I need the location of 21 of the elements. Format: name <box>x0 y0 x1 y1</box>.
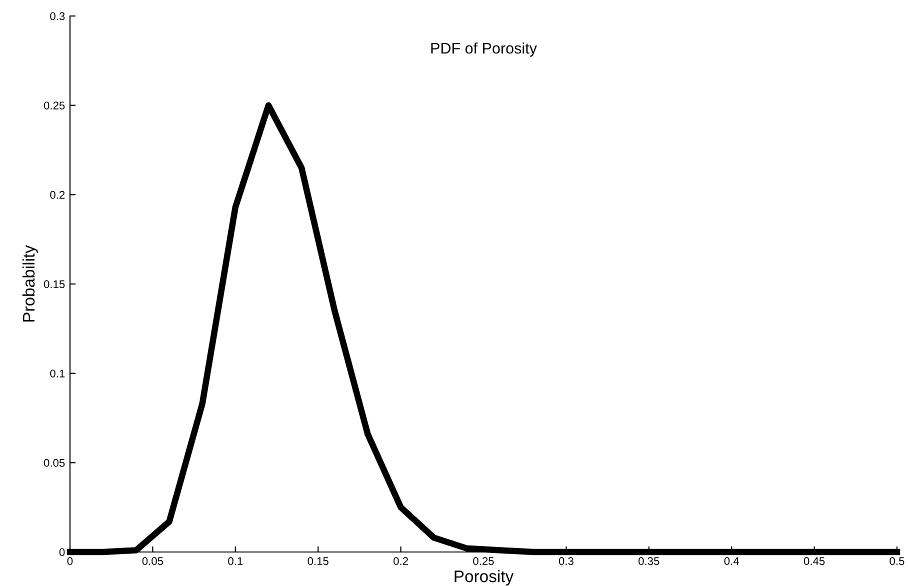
y-tick-label: 0 <box>59 548 65 556</box>
x-tick-label: 0.2 <box>394 557 408 566</box>
y-tick-label: 0.1 <box>50 370 65 378</box>
y-tick-label: 0.15 <box>44 280 65 288</box>
x-tick-label: 0.15 <box>308 557 328 566</box>
y-tick-label: 0.2 <box>50 190 65 199</box>
x-tick-label: 0.35 <box>638 557 660 566</box>
x-tick-label: 0.3 <box>558 557 574 566</box>
x-tick-label: 0 <box>67 557 73 566</box>
x-tick-label: 0.4 <box>724 557 739 566</box>
x-tick-label: 0.25 <box>473 557 494 566</box>
y-axis-title: Probability <box>22 245 38 322</box>
x-tick-label: 0.45 <box>804 557 825 566</box>
x-tick-label: 0.05 <box>142 557 164 566</box>
x-tick-label: 0.5 <box>890 557 904 566</box>
x-axis-title: Porosity <box>454 570 514 586</box>
y-tick-label: 0.3 <box>50 12 65 20</box>
y-tick-label: 0.25 <box>44 102 65 110</box>
y-tick-label: 0.05 <box>44 458 65 467</box>
x-tick-label: 0.1 <box>228 557 243 566</box>
text: PDF of Porosity <box>431 42 537 57</box>
